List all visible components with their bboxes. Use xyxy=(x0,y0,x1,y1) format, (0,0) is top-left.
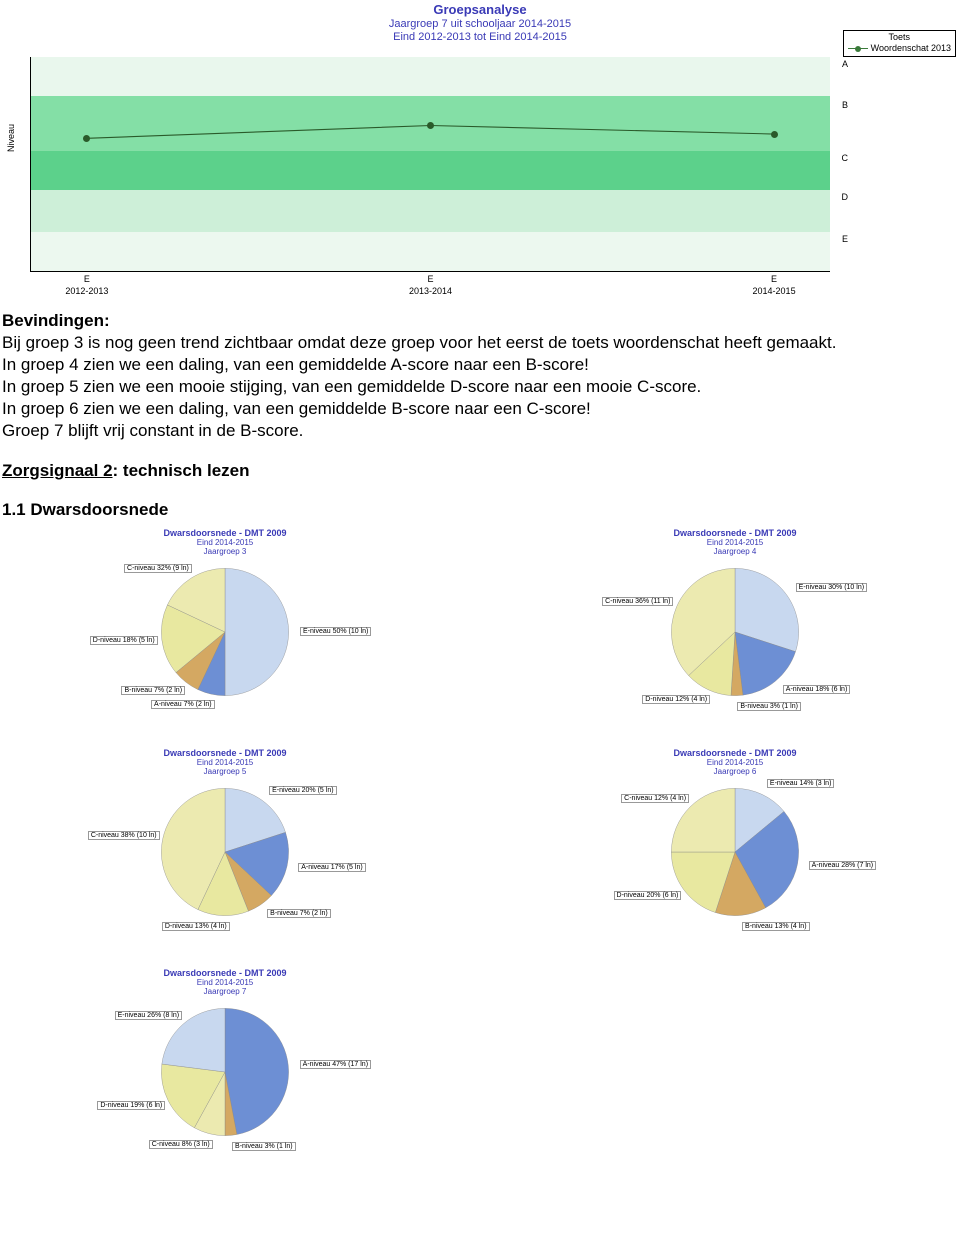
pie-wrap: E-niveau 50% (10 ln)A-niveau 7% (2 ln)B-… xyxy=(155,562,295,702)
pie-slice-label: B-niveau 7% (2 ln) xyxy=(267,909,331,918)
findings-line-1: Bij groep 3 is nog geen trend zichtbaar … xyxy=(2,333,836,352)
pie-svg xyxy=(665,562,805,702)
legend-row: Woordenschat 2013 xyxy=(848,43,951,54)
chart-xtick-label: 2014-2015 xyxy=(744,286,804,296)
chart-subtitle-2: Eind 2012-2013 tot Eind 2014-2015 xyxy=(0,31,960,43)
pie-chart-grid: Dwarsdoorsnede - DMT 2009Eind 2014-2015J… xyxy=(0,528,960,1178)
pie-chart: Dwarsdoorsnede - DMT 2009Eind 2014-2015J… xyxy=(0,968,450,1178)
pie-slice-label: E-niveau 20% (5 ln) xyxy=(269,786,336,795)
pie-slice-label: B-niveau 7% (2 ln) xyxy=(121,686,185,695)
pie-subtitle-2: Jaargroep 6 xyxy=(510,767,960,776)
chart-legend: Toets Woordenschat 2013 xyxy=(843,30,956,57)
pie-subtitle-1: Eind 2014-2015 xyxy=(0,538,450,547)
chart-band-label: B xyxy=(842,100,848,110)
pie-slice-label: D-niveau 19% (6 ln) xyxy=(97,1101,165,1110)
dwarsdoorsnede-heading: 1.1 Dwarsdoorsnede xyxy=(2,500,958,520)
pie-slice-A xyxy=(225,1008,289,1134)
chart-xtick-e: E xyxy=(82,274,92,284)
pie-chart: Dwarsdoorsnede - DMT 2009Eind 2014-2015J… xyxy=(510,748,960,958)
pie-slice-label: E-niveau 26% (8 ln) xyxy=(115,1011,182,1020)
chart-xtick-e: E xyxy=(426,274,436,284)
pie-slice-label: C-niveau 12% (4 ln) xyxy=(621,794,689,803)
pie-slice-label: E-niveau 14% (3 ln) xyxy=(767,779,834,788)
pie-subtitle-1: Eind 2014-2015 xyxy=(0,758,450,767)
pie-wrap: E-niveau 14% (3 ln)A-niveau 28% (7 ln)B-… xyxy=(665,782,805,922)
pie-subtitle-2: Jaargroep 5 xyxy=(0,767,450,776)
chart-band-label: E xyxy=(842,234,848,244)
chart-band-label: D xyxy=(842,192,849,202)
line-chart: Groepsanalyse Jaargroep 7 uit schooljaar… xyxy=(0,2,960,302)
chart-band-label: A xyxy=(842,59,848,69)
pie-slice-E xyxy=(225,568,289,695)
pie-subtitle-2: Jaargroep 4 xyxy=(510,547,960,556)
pie-title: Dwarsdoorsnede - DMT 2009 xyxy=(510,528,960,538)
pie-svg xyxy=(155,1002,295,1142)
chart-y-axis-label: Niveau xyxy=(6,124,16,152)
chart-title: Groepsanalyse xyxy=(0,2,960,17)
pie-slice-label: D-niveau 20% (6 ln) xyxy=(614,891,682,900)
findings-heading: Bevindingen: xyxy=(2,311,110,330)
pie-svg xyxy=(155,562,295,702)
pie-slice-label: E-niveau 50% (10 ln) xyxy=(300,627,371,636)
legend-marker-icon xyxy=(848,48,868,49)
chart-xtick-label: 2012-2013 xyxy=(57,286,117,296)
pie-slice-label: C-niveau 8% (3 ln) xyxy=(149,1140,213,1149)
pie-slice-label: C-niveau 32% (9 ln) xyxy=(124,564,192,573)
pie-slice-label: D-niveau 18% (5 ln) xyxy=(90,636,158,645)
chart-xtick-e: E xyxy=(769,274,779,284)
pie-subtitle-1: Eind 2014-2015 xyxy=(510,538,960,547)
pie-slice-label: C-niveau 36% (11 ln) xyxy=(602,597,673,606)
pie-title: Dwarsdoorsnede - DMT 2009 xyxy=(0,968,450,978)
pie-subtitle-2: Jaargroep 3 xyxy=(0,547,450,556)
pie-slice-label: B-niveau 3% (1 ln) xyxy=(737,702,801,711)
pie-slice-label: A-niveau 18% (6 ln) xyxy=(783,685,850,694)
chart-subtitle-1: Jaargroep 7 uit schooljaar 2014-2015 xyxy=(0,18,960,30)
zorgsignaal-label: Zorgsignaal 2 xyxy=(2,461,113,480)
pie-slice-label: E-niveau 30% (10 ln) xyxy=(796,583,867,592)
chart-band-label: C xyxy=(842,153,849,163)
pie-slice-label: B-niveau 13% (4 ln) xyxy=(742,922,809,931)
pie-wrap: E-niveau 30% (10 ln)A-niveau 18% (6 ln)B… xyxy=(665,562,805,702)
pie-wrap: E-niveau 20% (5 ln)A-niveau 17% (5 ln)B-… xyxy=(155,782,295,922)
pie-title: Dwarsdoorsnede - DMT 2009 xyxy=(510,748,960,758)
pie-slice-label: A-niveau 7% (2 ln) xyxy=(151,700,215,709)
chart-line-svg xyxy=(31,57,830,271)
legend-header: Toets xyxy=(848,32,951,43)
legend-item-label: Woordenschat 2013 xyxy=(871,43,951,54)
pie-wrap: A-niveau 47% (17 ln)B-niveau 3% (1 ln)C-… xyxy=(155,1002,295,1142)
pie-svg xyxy=(155,782,295,922)
pie-svg xyxy=(665,782,805,922)
findings-text: Bevindingen: Bij groep 3 is nog geen tre… xyxy=(2,310,958,482)
zorgsignaal-rest: : technisch lezen xyxy=(113,461,250,480)
pie-subtitle-1: Eind 2014-2015 xyxy=(510,758,960,767)
chart-data-point xyxy=(771,131,778,138)
pie-subtitle-1: Eind 2014-2015 xyxy=(0,978,450,987)
findings-line-2: In groep 4 zien we een daling, van een g… xyxy=(2,355,589,374)
chart-xtick-label: 2013-2014 xyxy=(401,286,461,296)
pie-title: Dwarsdoorsnede - DMT 2009 xyxy=(0,528,450,538)
findings-line-3: In groep 5 zien we een mooie stijging, v… xyxy=(2,377,701,396)
pie-chart: Dwarsdoorsnede - DMT 2009Eind 2014-2015J… xyxy=(0,528,450,738)
chart-data-point xyxy=(427,122,434,129)
pie-slice-label: D-niveau 12% (4 ln) xyxy=(642,695,710,704)
findings-line-5: Groep 7 blijft vrij constant in de B-sco… xyxy=(2,421,303,440)
pie-chart: Dwarsdoorsnede - DMT 2009Eind 2014-2015J… xyxy=(0,748,450,958)
chart-plot-area: ABCDEE2012-2013E2013-2014E2014-2015 xyxy=(30,57,830,272)
pie-slice-label: A-niveau 28% (7 ln) xyxy=(809,861,876,870)
findings-line-4: In groep 6 zien we een daling, van een g… xyxy=(2,399,591,418)
pie-slice-label: A-niveau 47% (17 ln) xyxy=(300,1060,371,1069)
pie-slice-label: A-niveau 17% (5 ln) xyxy=(298,863,365,872)
pie-slice-label: D-niveau 13% (4 ln) xyxy=(162,922,230,931)
pie-slice-label: B-niveau 3% (1 ln) xyxy=(232,1142,296,1151)
pie-title: Dwarsdoorsnede - DMT 2009 xyxy=(0,748,450,758)
pie-slice-label: C-niveau 38% (10 ln) xyxy=(88,831,160,840)
pie-subtitle-2: Jaargroep 7 xyxy=(0,987,450,996)
pie-chart: Dwarsdoorsnede - DMT 2009Eind 2014-2015J… xyxy=(510,528,960,738)
